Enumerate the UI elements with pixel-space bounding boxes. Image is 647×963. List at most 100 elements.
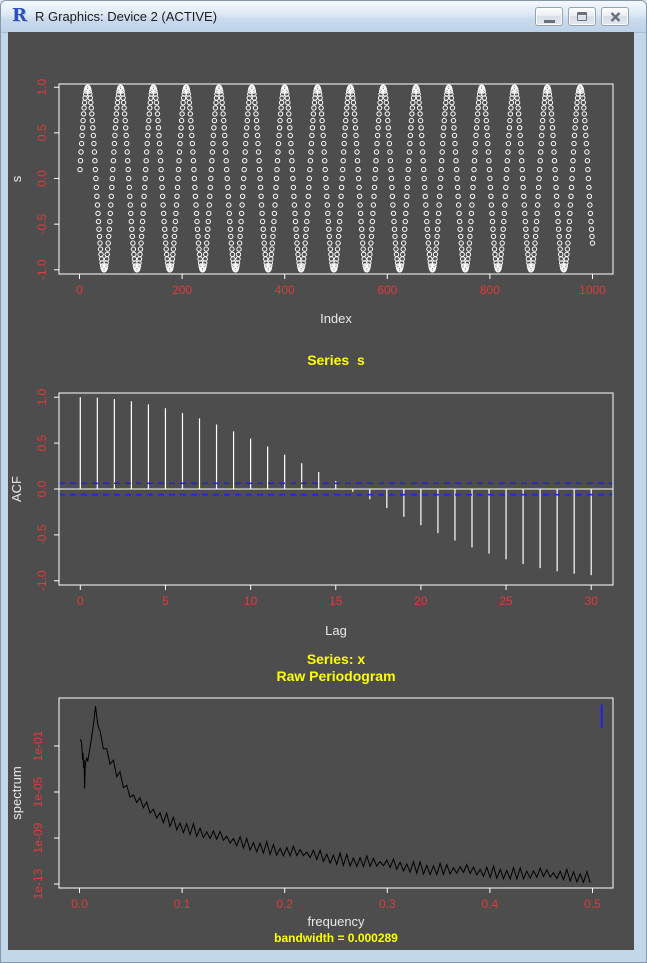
data-point <box>455 193 461 200</box>
data-point <box>137 246 144 252</box>
data-point <box>157 149 163 155</box>
data-point <box>334 251 340 258</box>
data-point <box>572 117 579 124</box>
periodogram-ylabel: spectrum <box>9 766 24 819</box>
data-point <box>426 251 433 258</box>
close-icon <box>610 11 620 22</box>
data-point <box>294 240 300 246</box>
data-point <box>400 246 406 252</box>
data-point <box>310 111 317 117</box>
data-point <box>194 226 201 232</box>
data-point <box>213 99 219 106</box>
sine-xlabel: Index <box>320 311 352 326</box>
data-point <box>140 210 146 217</box>
data-point <box>420 158 426 164</box>
data-point <box>242 158 248 164</box>
data-point <box>492 251 498 258</box>
data-point <box>558 251 564 258</box>
data-point <box>107 210 114 217</box>
data-point <box>221 125 227 131</box>
data-point <box>506 132 512 139</box>
data-point <box>334 246 341 252</box>
data-point <box>332 263 339 269</box>
data-point <box>406 149 413 155</box>
data-point <box>226 210 233 217</box>
data-point <box>585 175 592 182</box>
sine-scatter-points <box>77 84 596 273</box>
data-point <box>556 233 562 240</box>
data-point <box>109 184 115 191</box>
data-point <box>191 175 198 182</box>
restore-button[interactable] <box>568 7 596 26</box>
data-point <box>583 132 589 139</box>
data-point <box>534 202 541 208</box>
data-point <box>113 111 120 117</box>
data-point <box>196 246 202 252</box>
data-point <box>401 240 407 246</box>
data-point <box>471 166 477 173</box>
data-point <box>535 184 542 191</box>
data-point <box>393 251 400 258</box>
data-point <box>546 88 552 94</box>
data-point <box>327 240 333 246</box>
data-point <box>130 246 137 252</box>
data-point <box>496 263 503 269</box>
data-point <box>523 233 529 240</box>
data-point <box>550 132 556 139</box>
acf-axes: 0 5 10 15 20 25 30 -1.0 -0.5 0.0 0.5 1.0 <box>35 389 598 608</box>
titlebar[interactable]: R R Graphics: Device 2 (ACTIVE) <box>1 1 646 33</box>
data-point <box>103 263 109 269</box>
data-point <box>359 233 365 240</box>
data-point <box>105 246 111 252</box>
data-point <box>365 265 371 271</box>
data-point <box>113 117 119 124</box>
data-point <box>171 233 178 240</box>
data-point <box>177 140 183 147</box>
data-point <box>518 140 524 147</box>
data-point <box>453 158 459 164</box>
data-point <box>315 86 322 92</box>
data-point <box>122 117 128 124</box>
data-point <box>323 175 329 182</box>
restore-icon <box>577 12 587 21</box>
data-point <box>387 149 393 155</box>
data-point <box>434 226 441 232</box>
data-point <box>500 226 506 232</box>
data-point <box>259 210 265 217</box>
data-point <box>95 218 102 225</box>
data-point <box>78 149 84 155</box>
data-point <box>472 149 478 155</box>
data-point <box>316 88 322 94</box>
data-point <box>77 166 83 173</box>
data-point <box>141 193 147 200</box>
close-button[interactable] <box>601 7 629 26</box>
data-point <box>425 240 431 246</box>
data-point <box>517 132 523 139</box>
data-point <box>171 240 177 246</box>
data-point <box>504 166 510 173</box>
data-point <box>357 210 364 217</box>
data-point <box>358 218 364 225</box>
data-point <box>97 246 104 252</box>
y-tick-label: 0.5 <box>35 124 49 141</box>
data-point <box>552 166 558 173</box>
data-point <box>504 158 510 164</box>
data-point <box>352 125 359 131</box>
data-point <box>452 140 458 147</box>
data-point <box>144 149 150 155</box>
data-point <box>557 240 563 246</box>
data-point <box>541 105 547 111</box>
acf-title: Series s <box>307 352 365 368</box>
data-point <box>242 149 248 155</box>
data-point <box>257 175 263 182</box>
data-point <box>573 105 580 111</box>
minimize-button[interactable] <box>535 7 563 26</box>
data-point <box>258 202 265 208</box>
data-point <box>273 175 280 182</box>
data-point <box>421 175 427 182</box>
y-tick-label: -1.0 <box>35 570 49 591</box>
data-point <box>410 99 416 106</box>
data-point <box>422 193 428 200</box>
periodogram-xlabel: frequency <box>307 914 365 929</box>
data-point <box>258 193 264 200</box>
